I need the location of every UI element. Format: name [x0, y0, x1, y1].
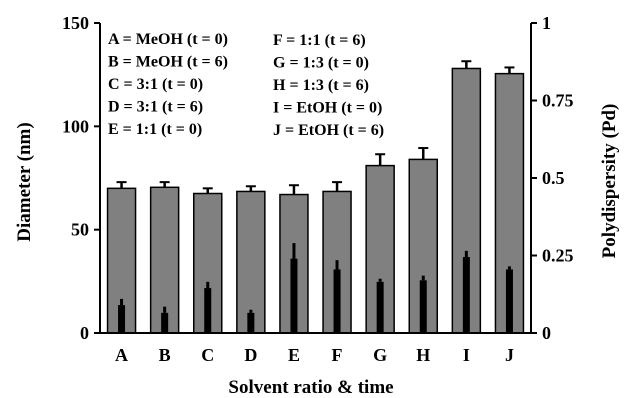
polydispersity-bar — [333, 269, 341, 333]
y-axis-label: Diameter (nm) — [14, 122, 35, 241]
y2-tick-label: 0.25 — [542, 246, 574, 266]
legend-column-1: A = MeOH (t = 0) B = MeOH (t = 6) C = 3:1 … — [108, 31, 228, 138]
axes-layer: A B C D E F G H I J 0 50 100 150 0 0.25 0.5 0.75 1 — [62, 13, 574, 365]
x-tick-label: E — [288, 345, 300, 365]
legend: A = MeOH (t = 0) B = MeOH (t = 6) C = 3:1 … — [108, 31, 384, 139]
x-tick-label: G — [373, 345, 387, 365]
bars-layer — [106, 60, 525, 334]
x-tick-label: I — [463, 345, 470, 365]
y-tick-label: 100 — [62, 116, 89, 136]
polydispersity-bar — [419, 280, 427, 333]
polydispersity-bar — [247, 312, 255, 333]
polydispersity-bar — [118, 305, 126, 333]
diameter-bar — [236, 190, 266, 334]
y2-tick-label: 1 — [542, 13, 551, 33]
legend-entry: B = MeOH (t = 6) — [108, 54, 228, 71]
legend-entry: C = 3:1 (t = 0) — [108, 76, 203, 93]
x-tick-label: F — [332, 345, 343, 365]
x-tick-label: D — [244, 345, 257, 365]
y2-tick-label: 0.75 — [542, 91, 574, 111]
x-tick-label: B — [159, 345, 171, 365]
legend-entry: G = 1:3 (t = 0) — [273, 55, 369, 72]
x-tick-label: J — [505, 345, 514, 365]
x-tick-label: H — [416, 345, 430, 365]
legend-entry: E = 1:1 (t = 0) — [108, 121, 202, 138]
legend-entry: H = 1:3 (t = 6) — [273, 77, 369, 94]
y-tick-label: 150 — [62, 13, 89, 33]
legend-entry: I = EtOH (t = 0) — [273, 100, 382, 117]
legend-entry: A = MeOH (t = 0) — [108, 31, 228, 48]
y2-tick-label: 0.5 — [542, 168, 565, 188]
legend-column-2: F = 1:1 (t = 6) G = 1:3 (t = 0) H = 1:3 (t… — [273, 32, 384, 139]
y2-axis-label: Polydispersity (Pd) — [599, 104, 620, 259]
polydispersity-bar — [505, 269, 513, 333]
polydispersity-bar — [204, 288, 212, 333]
polydispersity-bar — [161, 312, 169, 333]
legend-entry: J = EtOH (t = 6) — [273, 122, 384, 139]
polydispersity-bar — [462, 257, 470, 333]
x-tick-label: A — [115, 345, 128, 365]
y-tick-label: 0 — [80, 323, 89, 343]
y2-tick-label: 0 — [542, 323, 551, 343]
polydispersity-bar — [376, 281, 384, 333]
y-tick-label: 50 — [71, 220, 89, 240]
polydispersity-bar — [290, 258, 298, 333]
x-axis-label: Solvent ratio & time — [228, 377, 393, 398]
legend-entry: F = 1:1 (t = 6) — [273, 32, 366, 49]
legend-entry: D = 3:1 (t = 6) — [108, 99, 203, 116]
x-tick-label: C — [201, 345, 214, 365]
